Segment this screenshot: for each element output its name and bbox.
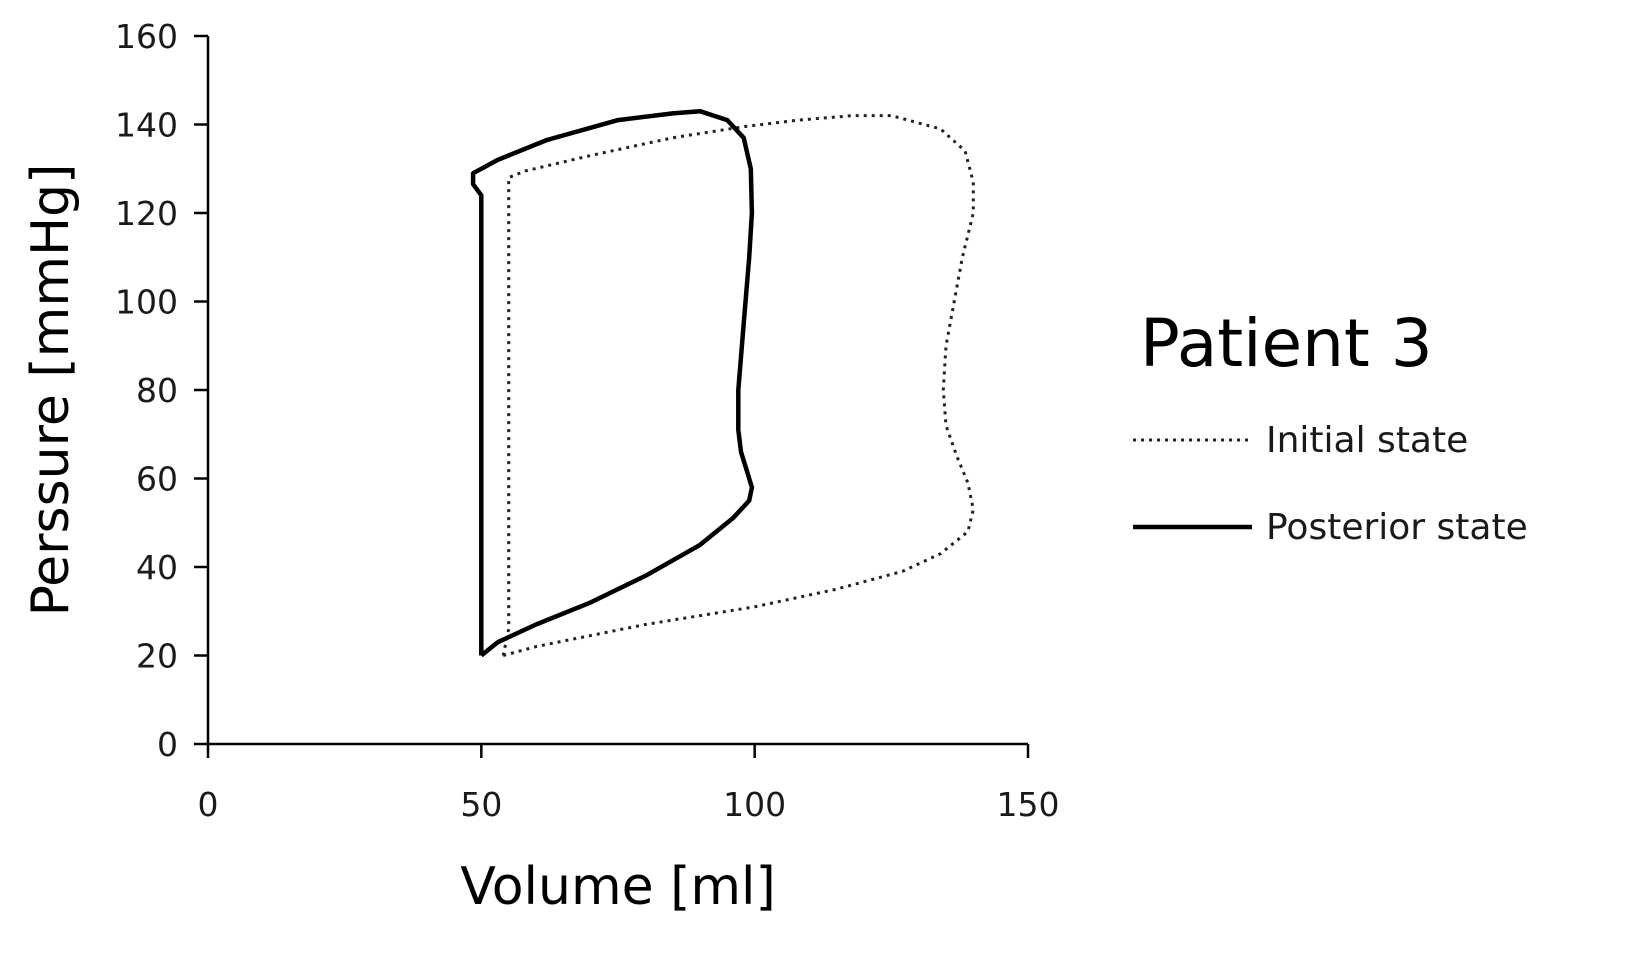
plot-area: 0 20 40 60 80 100 120 140 160 0 50 100 150 <box>115 17 1060 824</box>
legend-title: Patient 3 <box>1140 305 1433 382</box>
legend-label-posterior-state: Posterior state <box>1266 507 1528 548</box>
series-layer <box>470 108 975 658</box>
series-posterior-state <box>470 108 755 658</box>
x-axis-title: Volume [ml] <box>460 857 776 917</box>
y-tick-label: 160 <box>115 17 178 56</box>
legend-label-initial-state: Initial state <box>1266 420 1468 461</box>
y-tick-label: 20 <box>136 637 178 676</box>
y-tick-label: 120 <box>115 194 178 233</box>
legend: Patient 3 Initial state Posterior state <box>1133 305 1528 548</box>
x-tick-label: 0 <box>198 785 219 824</box>
y-axis-ticks: 0 20 40 60 80 100 120 140 160 <box>115 17 208 764</box>
y-tick-label: 0 <box>157 725 178 764</box>
y-tick-label: 140 <box>115 106 178 145</box>
y-tick-label: 60 <box>136 460 178 499</box>
y-tick-label: 100 <box>115 283 178 322</box>
x-axis-ticks: 0 50 100 150 <box>198 744 1060 824</box>
y-axis-title: Perssure [mmHg] <box>21 164 81 617</box>
x-tick-label: 100 <box>723 785 786 824</box>
y-tick-label: 40 <box>136 548 178 587</box>
x-tick-label: 150 <box>997 785 1060 824</box>
y-tick-label: 80 <box>136 371 178 410</box>
x-tick-label: 50 <box>460 785 502 824</box>
